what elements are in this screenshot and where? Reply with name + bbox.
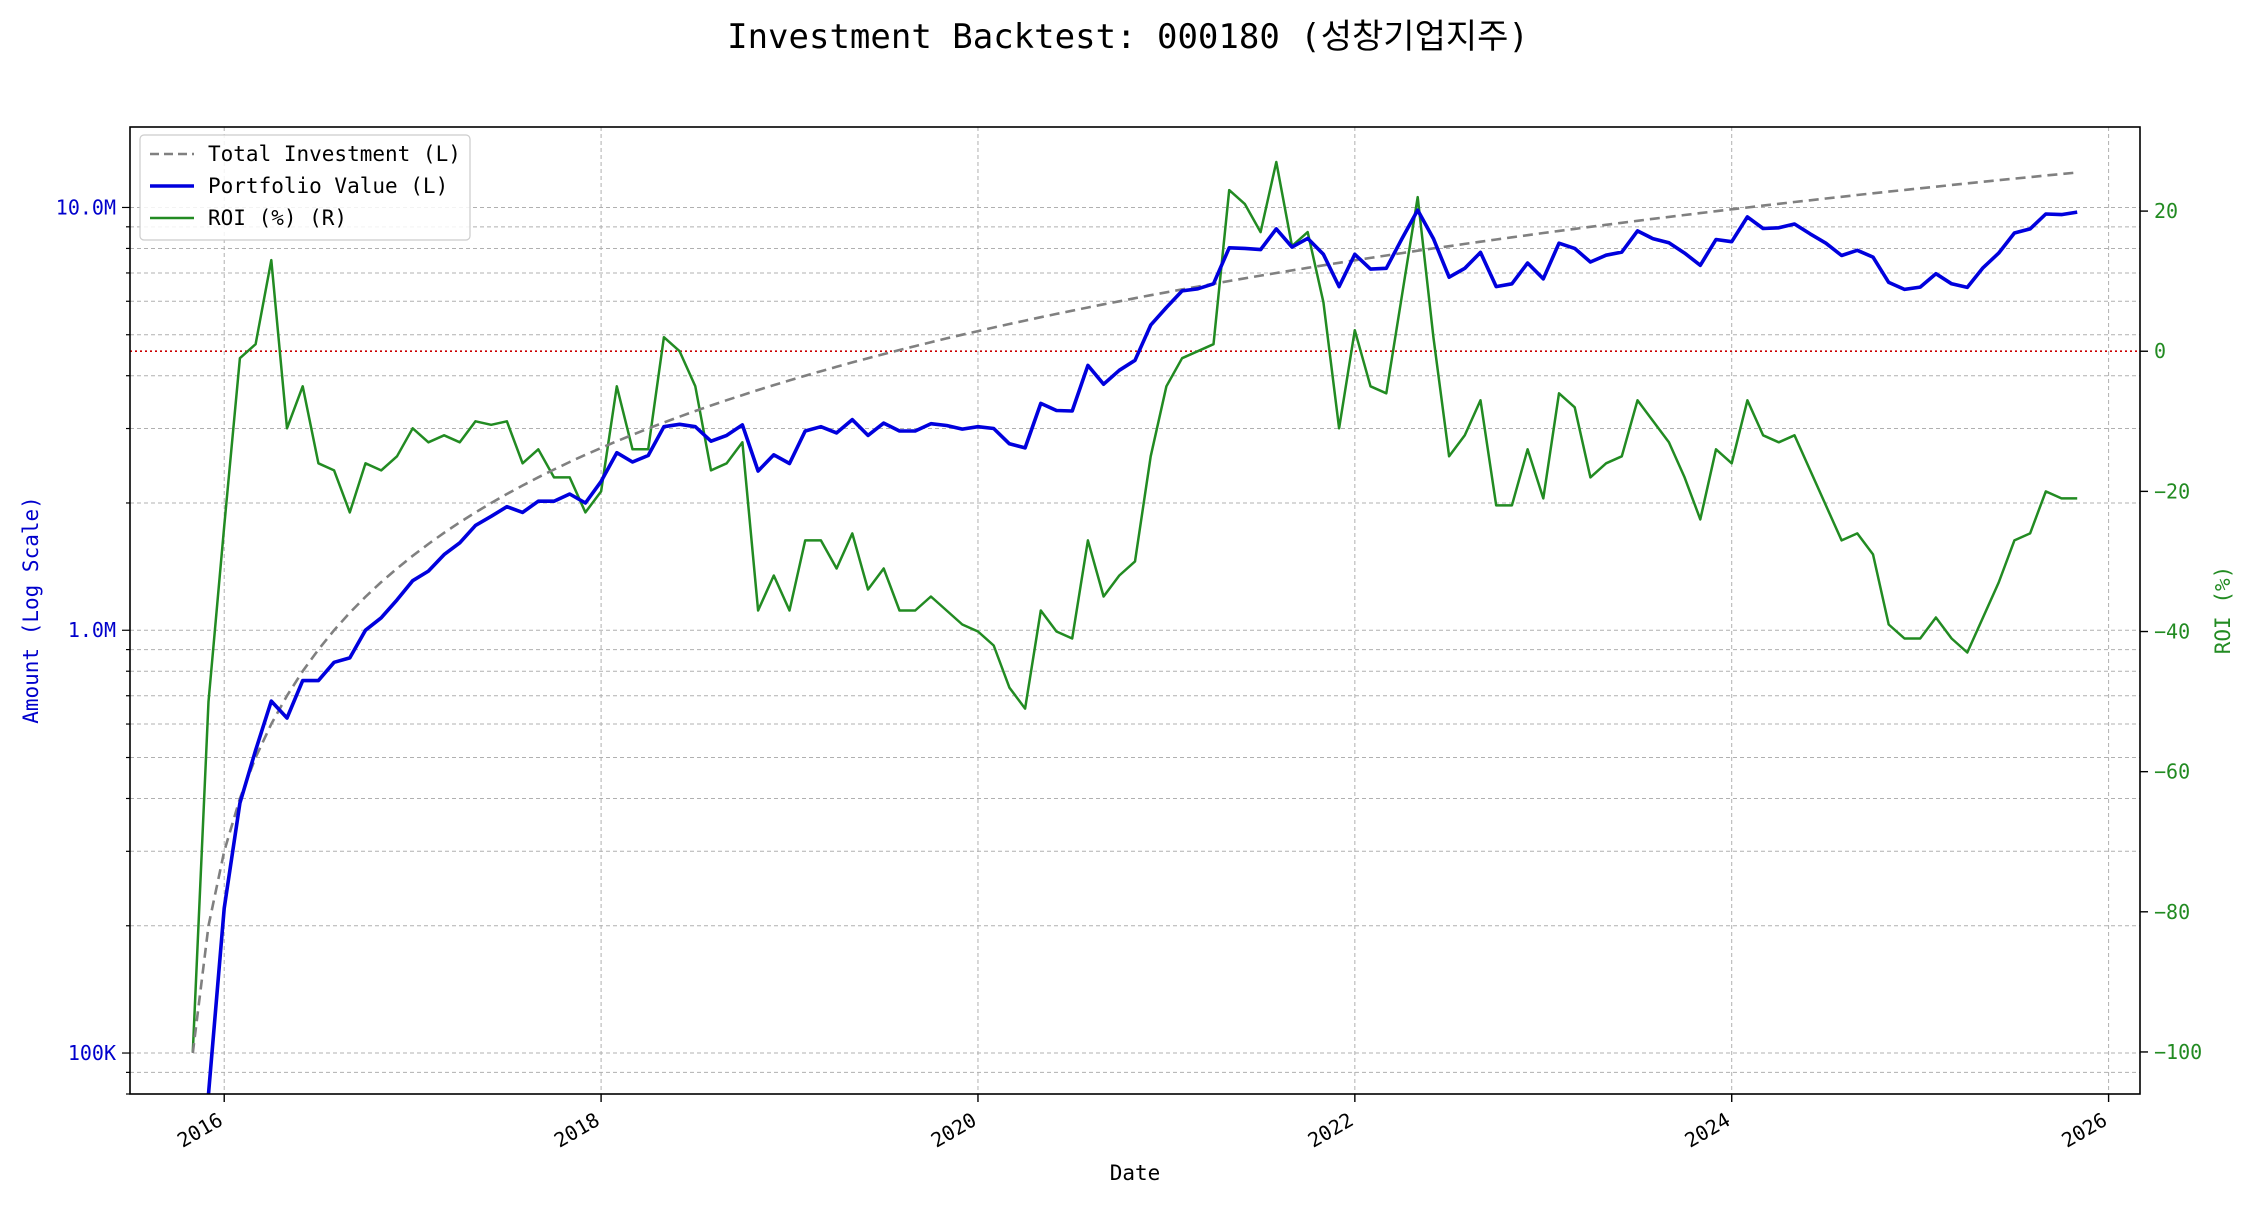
- plot-frame: [129, 126, 2141, 1095]
- y-right-tick-label: −80: [2154, 900, 2190, 924]
- total-investment-line: [191, 171, 2078, 1054]
- y-left-tick-label: 100K: [68, 1041, 116, 1065]
- x-tick-label: 2016: [173, 1108, 227, 1153]
- legend: Total Investment (L) Portfolio Value (L)…: [139, 134, 471, 241]
- legend-label-roi: ROI (%) (R): [208, 206, 347, 230]
- grid-lines: [130, 127, 2140, 1095]
- x-axis: 2016 2018 2020 2022 2024 2026: [173, 1094, 2111, 1152]
- legend-label-total-investment: Total Investment (L): [208, 142, 461, 166]
- y-right-tick-label: −20: [2154, 479, 2190, 503]
- y-left-tick-label: 10.0M: [56, 195, 116, 219]
- y-right-tick-label: −100: [2154, 1040, 2202, 1064]
- legend-box: [139, 134, 471, 241]
- y-right-tick-label: −40: [2154, 620, 2190, 644]
- y-left-tick-label: 1.0M: [68, 618, 116, 642]
- y-axis-right-label: ROI (%): [2211, 566, 2235, 655]
- series-lines: [191, 160, 2078, 1094]
- y-axis-left-label: Amount (Log Scale): [19, 496, 43, 724]
- y-right-tick-label: 20: [2154, 199, 2178, 223]
- y-right-tick-label: 0: [2154, 339, 2166, 363]
- x-tick-label: 2018: [550, 1108, 604, 1153]
- chart-title: Investment Backtest: 000180 (성창기업지주): [727, 17, 1529, 57]
- y-right-tick-label: −60: [2154, 760, 2190, 784]
- y-axis-left: 100K 1.0M 10.0M: [56, 195, 130, 1095]
- x-tick-label: 2020: [927, 1108, 981, 1153]
- legend-label-portfolio-value: Portfolio Value (L): [208, 174, 448, 198]
- portfolio-value-line: [206, 208, 2078, 1094]
- x-tick-label: 2026: [2057, 1108, 2111, 1153]
- y-axis-right: 20 0 −20 −40 −60 −80 −100: [2140, 199, 2202, 1064]
- x-axis-label: Date: [1110, 1161, 1161, 1185]
- roi-line: [191, 160, 2078, 1053]
- series-group: [191, 160, 2078, 1094]
- x-tick-label: 2022: [1304, 1108, 1358, 1153]
- x-tick-label: 2024: [1681, 1108, 1735, 1153]
